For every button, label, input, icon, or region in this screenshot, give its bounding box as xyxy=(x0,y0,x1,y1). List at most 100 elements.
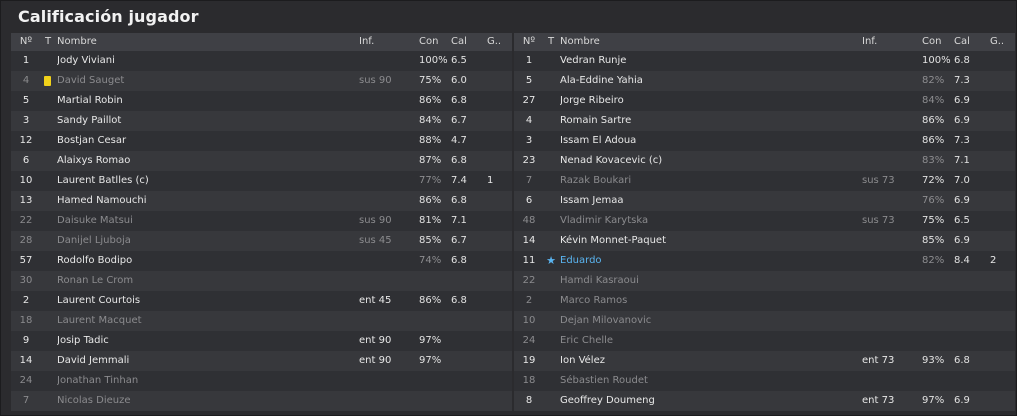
table-row[interactable]: 22 Daisuke Matsui sus 90 81% 7.1 xyxy=(11,211,512,231)
table-row[interactable]: 24 Eric Chelle xyxy=(514,331,1015,351)
table-row[interactable]: 14 David Jemmali ent 90 97% xyxy=(11,351,512,371)
table-row[interactable]: 4 David Sauget sus 90 75% 6.0 xyxy=(11,71,512,91)
table-row[interactable]: 7 Nicolas Dieuze xyxy=(11,391,512,411)
player-number: 3 xyxy=(525,135,533,146)
header-inf[interactable]: Inf. xyxy=(359,36,375,47)
player-name[interactable]: Alaixys Romao xyxy=(57,155,131,166)
table-row[interactable]: 30 Ronan Le Crom xyxy=(11,271,512,291)
player-number: 7 xyxy=(525,175,533,186)
table-row[interactable]: 57 Rodolfo Bodipo 74% 6.8 xyxy=(11,251,512,271)
player-name[interactable]: Romain Sartre xyxy=(560,115,632,126)
table-row[interactable]: 2 Laurent Courtois ent 45 86% 6.8 xyxy=(11,291,512,311)
header-inf[interactable]: Inf. xyxy=(862,36,878,47)
table-row[interactable]: 18 Sébastien Roudet xyxy=(514,371,1015,391)
player-condition: 74% xyxy=(419,255,442,266)
player-name[interactable]: Ala-Eddine Yahia xyxy=(560,75,643,86)
player-name[interactable]: Laurent Batlles (c) xyxy=(57,175,149,186)
table-row[interactable]: 18 Laurent Macquet xyxy=(11,311,512,331)
player-name[interactable]: Marco Ramos xyxy=(560,295,628,306)
player-number: 3 xyxy=(22,115,30,126)
table-row[interactable]: 8 Geoffrey Doumeng ent 73 97% 6.9 xyxy=(514,391,1015,411)
header-con[interactable]: Con xyxy=(419,36,439,47)
table-row[interactable]: 5 Martial Robin 86% 6.8 xyxy=(11,91,512,111)
player-name[interactable]: Eric Chelle xyxy=(560,335,614,346)
player-name[interactable]: Sébastien Roudet xyxy=(560,375,648,386)
player-number: 22 xyxy=(522,275,536,286)
player-name[interactable]: David Jemmali xyxy=(57,355,130,366)
player-name[interactable]: Josip Tadic xyxy=(57,335,109,346)
player-rating: 6.8 xyxy=(954,355,970,366)
header-goals[interactable]: G.. xyxy=(487,36,502,47)
player-name[interactable]: Jonathan Tinhan xyxy=(57,375,139,386)
player-name[interactable]: Ion Vélez xyxy=(560,355,605,366)
table-row[interactable]: 23 Nenad Kovacevic (c) 83% 7.1 xyxy=(514,151,1015,171)
player-name[interactable]: Razak Boukari xyxy=(560,175,632,186)
player-name[interactable]: Hamed Namouchi xyxy=(57,195,147,206)
player-rating: 6.9 xyxy=(954,235,970,246)
header-cal[interactable]: Cal xyxy=(954,36,970,47)
table-row[interactable]: 27 Jorge Ribeiro 84% 6.9 xyxy=(514,91,1015,111)
header-t[interactable]: T xyxy=(44,36,52,47)
player-name[interactable]: Nicolas Dieuze xyxy=(57,395,131,406)
player-name[interactable]: Danijel Ljuboja xyxy=(57,235,131,246)
player-rating: 6.8 xyxy=(451,95,467,106)
player-name[interactable]: Vedran Runje xyxy=(560,55,627,66)
header-number[interactable]: Nº xyxy=(19,36,33,47)
player-rating: 6.9 xyxy=(954,115,970,126)
header-con[interactable]: Con xyxy=(922,36,942,47)
table-row[interactable]: 7 Razak Boukari sus 73 72% 7.0 xyxy=(514,171,1015,191)
player-name[interactable]: Nenad Kovacevic (c) xyxy=(560,155,663,166)
table-row[interactable]: 1 Vedran Runje 100% 6.8 xyxy=(514,51,1015,71)
player-name[interactable]: Hamdi Kasraoui xyxy=(560,275,639,286)
table-row[interactable]: 22 Hamdi Kasraoui xyxy=(514,271,1015,291)
table-row[interactable]: 14 Kévin Monnet-Paquet 85% 6.9 xyxy=(514,231,1015,251)
table-row[interactable]: 5 Ala-Eddine Yahia 82% 7.3 xyxy=(514,71,1015,91)
table-row[interactable]: 10 Laurent Batlles (c) 77% 7.4 1 xyxy=(11,171,512,191)
header-t[interactable]: T xyxy=(547,36,555,47)
player-condition: 87% xyxy=(419,155,442,166)
table-row[interactable]: 9 Josip Tadic ent 90 97% xyxy=(11,331,512,351)
player-condition: 84% xyxy=(419,115,442,126)
player-name[interactable]: Bostjan Cesar xyxy=(57,135,127,146)
header-name[interactable]: Nombre xyxy=(560,36,600,47)
player-name[interactable]: Issam El Adoua xyxy=(560,135,637,146)
player-name[interactable]: Issam Jemaa xyxy=(560,195,624,206)
player-name[interactable]: Jody Viviani xyxy=(57,55,115,66)
header-number[interactable]: Nº xyxy=(522,36,536,47)
player-name[interactable]: Sandy Paillot xyxy=(57,115,122,126)
table-row[interactable]: 4 Romain Sartre 86% 6.9 xyxy=(514,111,1015,131)
player-name[interactable]: Geoffrey Doumeng xyxy=(560,395,655,406)
player-condition: 83% xyxy=(922,155,945,166)
table-row[interactable]: 10 Dejan Milovanovic xyxy=(514,311,1015,331)
header-cal[interactable]: Cal xyxy=(451,36,467,47)
player-name[interactable]: Eduardo xyxy=(560,255,602,266)
player-name[interactable]: David Sauget xyxy=(57,75,125,86)
player-name[interactable]: Rodolfo Bodipo xyxy=(57,255,133,266)
player-name[interactable]: Jorge Ribeiro xyxy=(560,95,624,106)
header-name[interactable]: Nombre xyxy=(57,36,97,47)
player-name[interactable]: Laurent Macquet xyxy=(57,315,142,326)
table-row[interactable]: 13 Hamed Namouchi 86% 6.8 xyxy=(11,191,512,211)
player-name[interactable]: Daisuke Matsui xyxy=(57,215,133,226)
table-row[interactable]: 12 Bostjan Cesar 88% 4.7 xyxy=(11,131,512,151)
table-row[interactable]: 19 Ion Vélez ent 73 93% 6.8 xyxy=(514,351,1015,371)
table-row[interactable]: 3 Issam El Adoua 86% 7.3 xyxy=(514,131,1015,151)
player-condition: 86% xyxy=(419,195,442,206)
player-name[interactable]: Kévin Monnet-Paquet xyxy=(560,235,666,246)
table-row[interactable]: 24 Jonathan Tinhan xyxy=(11,371,512,391)
table-row[interactable]: 1 Jody Viviani 100% 6.5 xyxy=(11,51,512,71)
player-number: 2 xyxy=(22,295,30,306)
table-row[interactable]: 11 Eduardo 82% 8.4 2 ★ xyxy=(514,251,1015,271)
player-name[interactable]: Vladimir Karytska xyxy=(560,215,649,226)
player-name[interactable]: Dejan Milovanovic xyxy=(560,315,652,326)
player-name[interactable]: Ronan Le Crom xyxy=(57,275,134,286)
table-row[interactable]: 3 Sandy Paillot 84% 6.7 xyxy=(11,111,512,131)
table-row[interactable]: 28 Danijel Ljuboja sus 45 85% 6.7 xyxy=(11,231,512,251)
player-name[interactable]: Laurent Courtois xyxy=(57,295,141,306)
player-name[interactable]: Martial Robin xyxy=(57,95,123,106)
table-row[interactable]: 2 Marco Ramos xyxy=(514,291,1015,311)
table-row[interactable]: 48 Vladimir Karytska sus 73 75% 6.5 xyxy=(514,211,1015,231)
header-goals[interactable]: G.. xyxy=(990,36,1005,47)
table-row[interactable]: 6 Alaixys Romao 87% 6.8 xyxy=(11,151,512,171)
table-row[interactable]: 6 Issam Jemaa 76% 6.9 xyxy=(514,191,1015,211)
